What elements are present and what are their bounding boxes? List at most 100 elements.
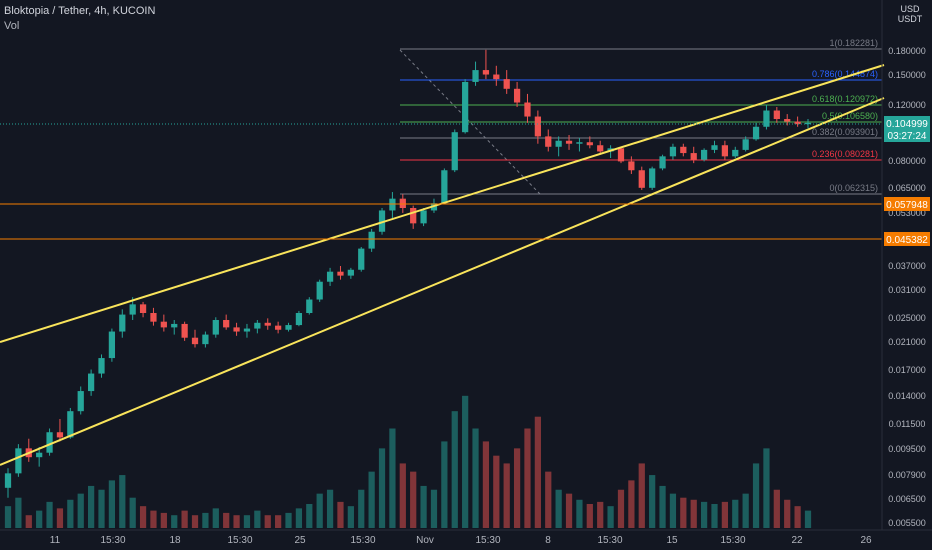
price-tick-label: 0.150000 — [888, 70, 926, 80]
candle-body — [410, 208, 417, 224]
volume-bar — [462, 395, 469, 528]
candle-body — [98, 358, 105, 374]
time-tick-label: 22 — [791, 535, 803, 546]
svg-text:0.057948: 0.057948 — [886, 200, 928, 211]
fib-level-label: 0(0.062315) — [829, 183, 878, 193]
volume-bar — [264, 515, 271, 528]
candle-body — [254, 322, 261, 329]
volume-bar — [690, 499, 697, 528]
candle-body — [67, 411, 74, 438]
volume-bar — [358, 489, 365, 528]
volume-bar — [534, 416, 541, 528]
time-tick-label: 15:30 — [597, 535, 622, 546]
volume-bar — [98, 489, 105, 528]
chart-legend[interactable]: Bloktopia / Tether, 4h, KUCOIN Vol — [4, 4, 155, 34]
time-tick-label: 15 — [666, 535, 678, 546]
volume-bar — [638, 463, 645, 528]
volume-bar — [700, 501, 708, 528]
volume-bar — [513, 448, 521, 528]
candle-body — [690, 153, 697, 160]
volume-bar — [742, 493, 749, 528]
volume-bar — [430, 489, 438, 528]
price-tick-label: 0.031000 — [888, 285, 926, 295]
lower-trendline[interactable] — [0, 97, 885, 466]
volume-bar — [680, 497, 687, 528]
candle-body — [326, 271, 334, 282]
candle-body — [555, 140, 562, 147]
candle-body — [649, 168, 656, 188]
candle-body — [752, 126, 760, 140]
volume-bar — [4, 506, 12, 528]
axis-unit-bottom: USDT — [897, 14, 923, 24]
level-badge-1: 0.057948 — [884, 197, 930, 211]
volume-bar — [472, 428, 479, 528]
price-tick-label: 0.037000 — [888, 261, 926, 271]
volume-bar — [752, 463, 760, 528]
candle-body — [88, 373, 95, 392]
horizontal-levels[interactable] — [0, 123, 882, 240]
candle-body — [150, 312, 157, 322]
volume-bar — [628, 480, 635, 528]
volume-bar — [524, 428, 531, 528]
candle-body — [534, 116, 541, 137]
volume-bar — [285, 512, 292, 528]
candle-body — [243, 328, 251, 332]
candle-body — [358, 248, 365, 270]
candle-body — [638, 170, 645, 188]
volume-indicator-label[interactable]: Vol — [4, 20, 20, 32]
price-tick-label: 0.017000 — [888, 365, 926, 375]
candle-body — [763, 110, 770, 127]
volume-bar — [804, 510, 812, 528]
volume-bar — [763, 448, 770, 528]
candle-body — [337, 271, 344, 276]
volume-bar — [67, 499, 74, 528]
volume-bar — [326, 489, 334, 528]
candle-body — [295, 312, 303, 326]
time-tick-label: 25 — [294, 535, 306, 546]
candle-body — [4, 473, 12, 488]
volume-bar — [617, 489, 625, 528]
candle-body — [576, 142, 583, 144]
volume-bar — [545, 471, 552, 528]
candle-body — [191, 337, 199, 345]
candle-body — [472, 70, 479, 82]
candle-body — [15, 448, 22, 474]
time-tick-label: 15:30 — [350, 535, 375, 546]
volume-bar — [732, 499, 739, 528]
volume-bar — [108, 480, 116, 528]
candle-body — [77, 391, 84, 412]
candle-body — [108, 331, 116, 359]
candle-body — [36, 452, 43, 458]
volume-bar — [794, 506, 801, 528]
fib-retracement[interactable]: 1(0.182281) 0.786(0.144874) 0.618(0.120972… — [399, 38, 882, 195]
axis-unit-label[interactable]: USD USDT — [890, 4, 930, 24]
candle-body — [233, 327, 240, 332]
volume-bar — [503, 463, 510, 528]
volume-bar — [784, 499, 791, 528]
candle-body — [420, 210, 427, 224]
price-tick-label: 0.080000 — [888, 156, 926, 166]
volume-bar — [337, 501, 344, 528]
candle-body — [160, 321, 167, 328]
candle-body — [617, 148, 625, 162]
candle-body — [493, 74, 500, 80]
time-axis[interactable]: 11 15:30 18 15:30 25 15:30 Nov 15:30 8 15:30 15 15:… — [0, 529, 932, 546]
volume-bar — [316, 493, 323, 528]
volume-bar — [160, 512, 167, 528]
candle-body — [545, 136, 552, 147]
candle-body — [680, 146, 687, 154]
volume-bar — [88, 485, 95, 528]
volume-bar — [119, 475, 126, 528]
candlesticks — [4, 49, 812, 498]
time-tick-label: 15:30 — [227, 535, 252, 546]
candle-body — [669, 146, 677, 157]
volume-bar — [295, 508, 303, 528]
price-axis[interactable]: 0.180000 0.150000 0.120000 0.080000 0.065000… — [881, 0, 926, 530]
candle-body — [181, 323, 188, 338]
candle-body — [721, 145, 728, 157]
volume-bar — [212, 508, 219, 528]
volume-bar — [233, 515, 240, 528]
symbol-title[interactable]: Bloktopia / Tether, 4h, KUCOIN — [4, 5, 156, 17]
candle-body — [732, 149, 739, 157]
